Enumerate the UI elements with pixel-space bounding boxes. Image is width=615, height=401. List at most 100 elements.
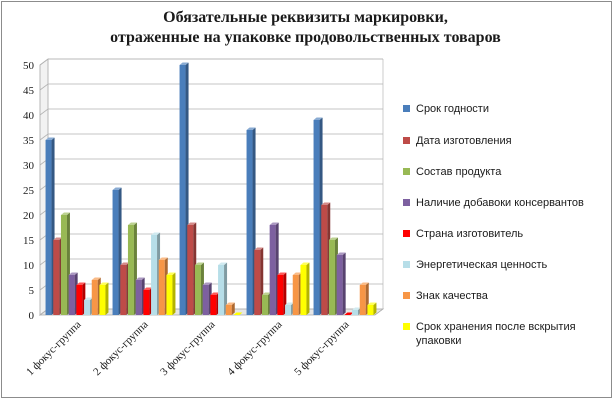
legend-swatch: [403, 261, 410, 268]
bar-front: [218, 265, 225, 315]
legend-swatch: [403, 230, 410, 237]
bar-front: [202, 285, 209, 315]
bar-front: [99, 285, 106, 315]
bar: [187, 222, 197, 315]
x-category-label: 4 фокус-группа: [225, 319, 285, 379]
bar-top: [269, 222, 279, 225]
bar-top: [328, 237, 338, 240]
y-tick-label: 10: [23, 260, 35, 272]
bar: [158, 257, 168, 315]
chart-title: Обязательные реквизиты маркировки, отраж…: [0, 8, 611, 48]
bar: [292, 272, 302, 315]
bar-side: [306, 262, 310, 315]
legend-label: Знак качества: [416, 290, 488, 302]
bar-top: [76, 282, 86, 285]
bar: [269, 222, 279, 315]
bar-front: [76, 285, 83, 315]
bar-top: [194, 262, 204, 265]
bar-front: [261, 295, 268, 315]
bar-front: [246, 130, 253, 315]
bar: [68, 272, 78, 315]
bar-top: [321, 202, 331, 205]
bar-front: [269, 225, 276, 315]
gridline: [39, 58, 383, 66]
bar-front: [91, 280, 98, 315]
bar-top: [68, 272, 78, 275]
y-tick-label: 25: [23, 185, 35, 197]
bar-front: [135, 280, 142, 315]
bar-top: [53, 237, 63, 240]
y-tick-label: 45: [23, 85, 35, 97]
bar-top: [218, 262, 228, 265]
gridline: [39, 83, 383, 91]
bar: [336, 252, 346, 315]
bar-top: [313, 117, 323, 120]
bar: [261, 292, 271, 315]
bar-side: [172, 272, 176, 315]
bar: [300, 262, 310, 315]
bar-front: [143, 290, 150, 315]
bar-front: [45, 140, 52, 315]
bar-top: [166, 272, 176, 275]
legend-swatch: [403, 168, 410, 175]
bar-top: [254, 247, 264, 250]
bar-top: [84, 297, 94, 300]
bar: [91, 277, 101, 315]
bar-front: [151, 235, 158, 315]
bar-front: [328, 240, 335, 315]
bar-front: [367, 305, 374, 315]
bar: [53, 237, 63, 315]
bar: [233, 312, 243, 315]
bar: [135, 277, 145, 315]
gridline: [39, 183, 383, 191]
y-tick-label: 40: [23, 110, 35, 122]
bar-top: [367, 302, 377, 305]
gridline: [39, 133, 383, 141]
bar: [225, 302, 235, 315]
legend-label: Наличие добавоки консервантов: [416, 197, 584, 209]
bar-front: [352, 310, 359, 315]
bar: [210, 292, 220, 315]
bar-top: [246, 127, 256, 130]
bar-front: [300, 265, 307, 315]
chart-title-line-1: Обязательные реквизиты маркировки,: [163, 9, 448, 26]
bar: [99, 282, 109, 315]
bar: [321, 202, 331, 315]
bar: [277, 272, 287, 315]
bar-top: [202, 282, 212, 285]
gridline: [39, 208, 383, 216]
bar-top: [261, 292, 271, 295]
legend-swatch: [403, 323, 410, 330]
bar-top: [285, 302, 295, 305]
bar-front: [336, 255, 343, 315]
bar-top: [91, 277, 101, 280]
bar-front: [254, 250, 261, 315]
bar: [166, 272, 176, 315]
legend-swatch: [403, 137, 410, 144]
bar: [76, 282, 86, 315]
bar-front: [84, 300, 91, 315]
bar: [151, 232, 161, 315]
bar-front: [60, 215, 67, 315]
legend-label: Страна изготовитель: [416, 228, 524, 240]
bar-top: [359, 282, 369, 285]
legend-label: Срок хранения после вскрытия упаковки: [416, 321, 576, 347]
bar-front: [127, 225, 134, 315]
y-tick-label: 0: [29, 310, 35, 322]
x-category-label: 1 фокус-группа: [24, 319, 84, 379]
bar-side: [231, 302, 235, 315]
bar-top: [187, 222, 197, 225]
bar-front: [112, 190, 119, 315]
y-tick-label: 35: [23, 135, 35, 147]
bar-front: [158, 260, 165, 315]
bar-top: [292, 272, 302, 275]
bar-top: [60, 212, 70, 215]
bar: [367, 302, 377, 315]
bar-top: [99, 282, 109, 285]
bar-side: [283, 272, 287, 315]
bar-top: [336, 252, 346, 255]
gridline: [39, 158, 383, 166]
bar-top: [143, 287, 153, 290]
bar: [254, 247, 264, 315]
